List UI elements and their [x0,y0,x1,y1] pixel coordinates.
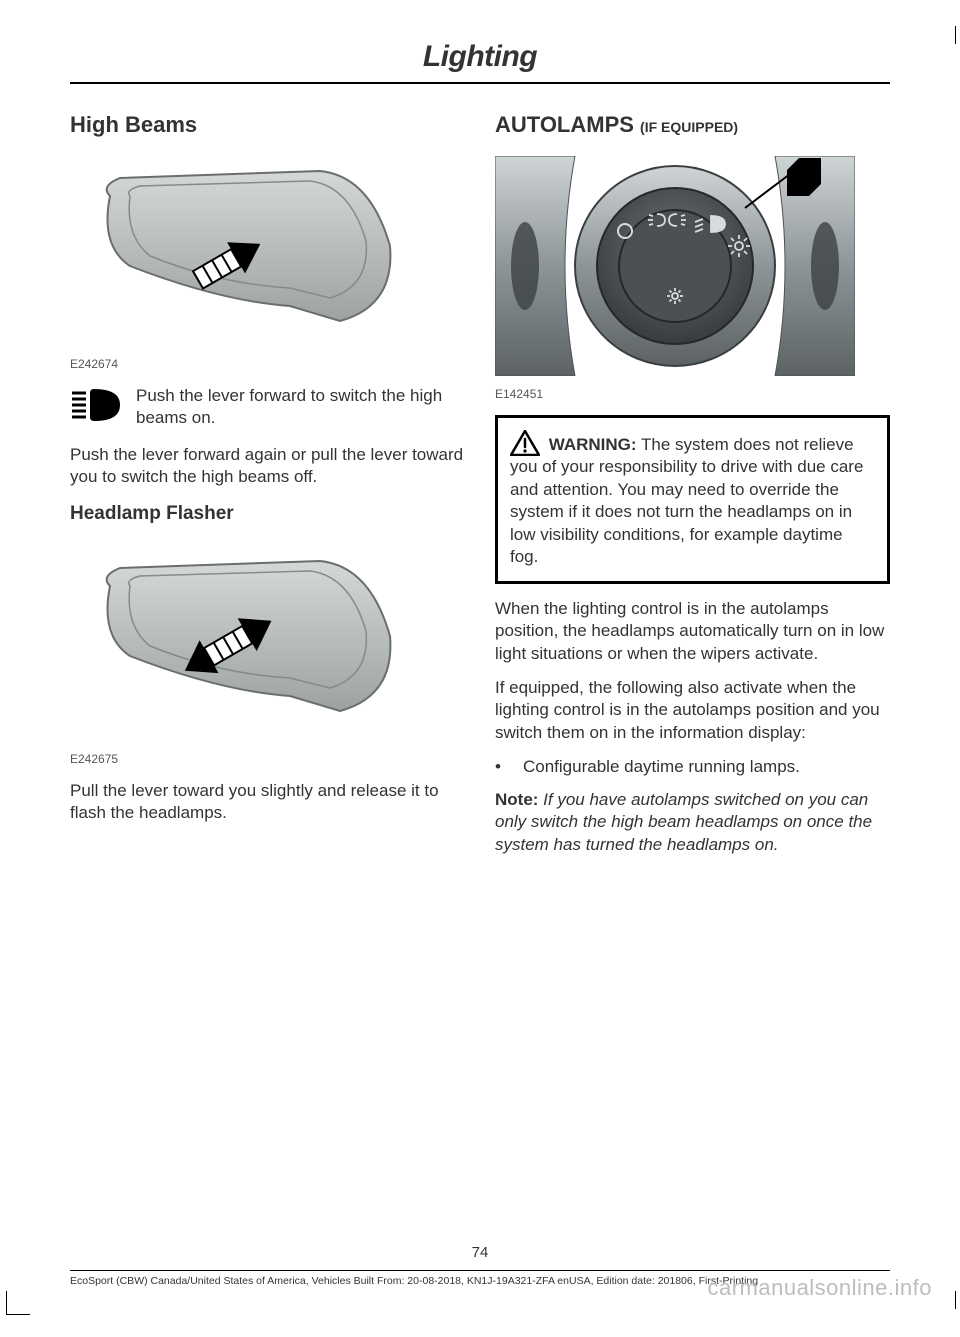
flasher-figure [70,541,465,746]
high-beam-icon-row: Push the lever forward to switch the hig… [70,385,465,430]
warning-body: The system does not relieve you of your … [510,435,863,566]
right-column: AUTOLAMPS (IF EQUIPPED) [495,112,890,868]
note-text: If you have autolamps switched on you ca… [495,790,872,854]
content-columns: High Beams [70,112,890,868]
high-beam-icon [70,387,122,428]
flasher-heading: Headlamp Flasher [70,503,465,525]
warning-label: WARNING: [549,435,637,454]
autolamps-heading: AUTOLAMPS (IF EQUIPPED) [495,112,890,138]
high-beam-para: Push the lever forward again or pull the… [70,444,465,489]
bullet-row: • Configurable daytime running lamps. [495,756,890,778]
high-beam-icon-text: Push the lever forward to switch the hig… [136,385,465,430]
left-column: High Beams [70,112,465,868]
bullet-dot: • [495,756,505,778]
note-label: Note: [495,790,538,809]
watermark: carmanualsonline.info [707,1275,932,1301]
autolamps-fig-caption: E142451 [495,387,890,401]
crop-mark-bl [6,1291,30,1315]
high-beams-figure [70,156,465,351]
fig2-caption: E242675 [70,752,465,766]
warning-icon [510,430,540,456]
bullet-text: Configurable daytime running lamps. [523,756,800,778]
autolamps-p2: If equipped, the following also activate… [495,677,890,744]
header: Lighting [70,40,890,84]
autolamps-figure [495,156,890,381]
autolamps-heading-main: AUTOLAMPS [495,112,640,137]
crop-mark-br [953,1291,956,1309]
page-title: Lighting [70,40,890,74]
autolamps-p1: When the lighting control is in the auto… [495,598,890,665]
fig1-caption: E242674 [70,357,465,371]
note-line: Note: If you have autolamps switched on … [495,789,890,856]
crop-mark-tr [953,26,956,44]
warning-box: WARNING: The system does not relieve you… [495,415,890,584]
flasher-para: Pull the lever toward you slightly and r… [70,780,465,825]
warning-text: WARNING: The system does not relieve you… [510,430,875,569]
page-number: 74 [0,1244,960,1261]
high-beams-heading: High Beams [70,112,465,138]
autolamps-heading-sub: (IF EQUIPPED) [640,119,738,135]
